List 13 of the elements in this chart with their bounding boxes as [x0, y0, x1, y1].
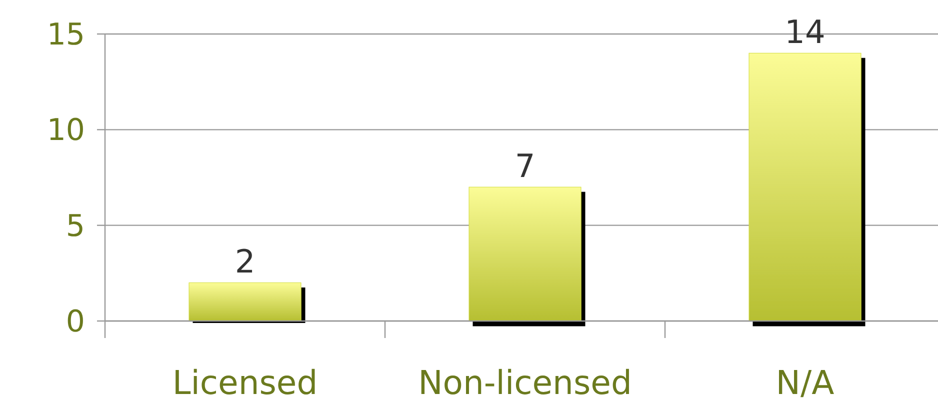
y-tick-label: 5 — [66, 208, 85, 244]
y-tick-label: 15 — [46, 18, 85, 52]
bar — [468, 186, 582, 322]
data-label: 7 — [514, 147, 536, 186]
y-tick-label: 10 — [46, 113, 85, 148]
bar — [188, 282, 302, 322]
data-label: 2 — [234, 242, 256, 281]
bar — [748, 52, 862, 322]
data-label: 14 — [784, 13, 826, 52]
x-tick-label: Licensed — [172, 363, 318, 402]
x-tick-label: Non-licensed — [418, 363, 632, 402]
y-tick-label: 0 — [66, 304, 85, 340]
x-tick-label: N/A — [776, 363, 835, 402]
